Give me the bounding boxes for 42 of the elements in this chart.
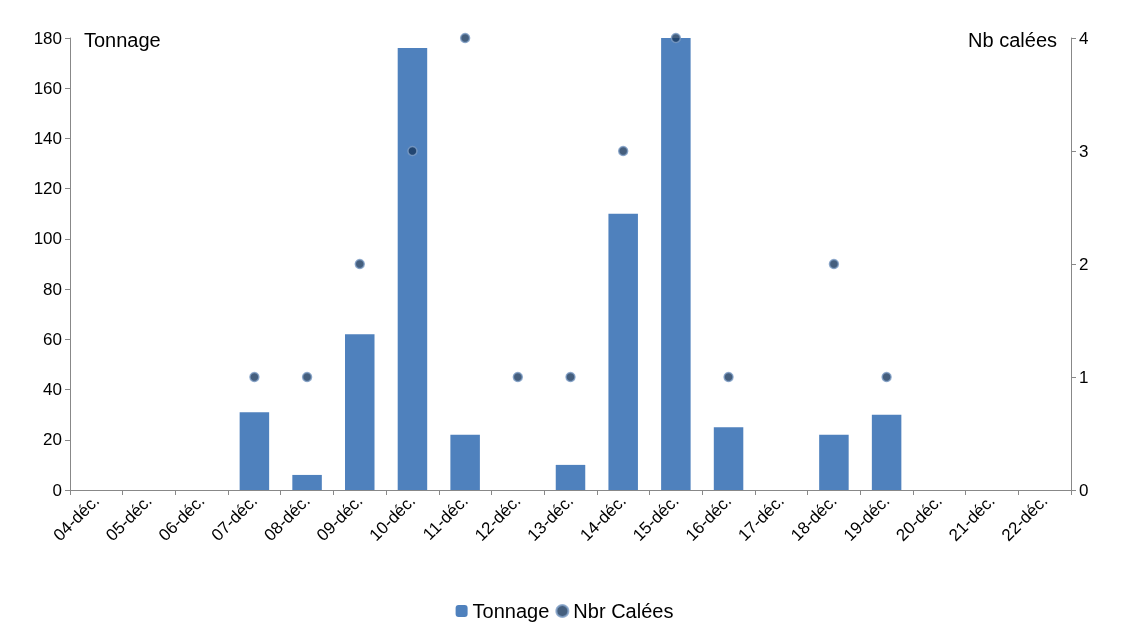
bar (292, 474, 322, 490)
bar (397, 48, 428, 490)
bar (661, 38, 691, 490)
y2-tick-label: 4 (1079, 28, 1089, 48)
point (565, 371, 576, 383)
point (407, 145, 418, 157)
y2-tick-label: 3 (1079, 141, 1089, 161)
bar (450, 434, 480, 490)
point (617, 145, 629, 157)
legend-label: Nbr Calées (573, 600, 674, 622)
y-tick-label: 60 (43, 329, 62, 349)
y-axis-title: Tonnage (84, 29, 161, 51)
y-tick-label: 20 (43, 430, 62, 450)
bar (819, 434, 849, 490)
y-tick-label: 160 (33, 78, 62, 98)
point (723, 371, 734, 383)
bar (345, 334, 375, 490)
y-tick-label: 100 (33, 229, 62, 249)
y-tick-label: 80 (43, 279, 62, 299)
y-tick-label: 140 (33, 128, 62, 148)
point (881, 371, 892, 383)
point (354, 258, 366, 270)
legend-label: Tonnage (472, 600, 550, 622)
y2-axis-title: Nb calées (968, 29, 1057, 51)
bar (713, 427, 744, 490)
y2-tick-label: 1 (1079, 367, 1089, 387)
bar (608, 213, 638, 490)
point (512, 371, 524, 383)
bar (555, 464, 586, 490)
y-tick-label: 40 (43, 380, 62, 400)
point (828, 258, 840, 270)
bar (871, 414, 902, 490)
point (670, 32, 682, 44)
bar (239, 412, 270, 490)
point (249, 371, 260, 383)
point (301, 371, 313, 383)
y2-tick-label: 2 (1079, 254, 1089, 274)
point (459, 32, 471, 44)
y-tick-label: 0 (52, 480, 62, 500)
y-tick-label: 120 (33, 179, 62, 199)
y2-tick-label: 0 (1079, 480, 1089, 500)
y-tick-label: 180 (33, 28, 62, 48)
